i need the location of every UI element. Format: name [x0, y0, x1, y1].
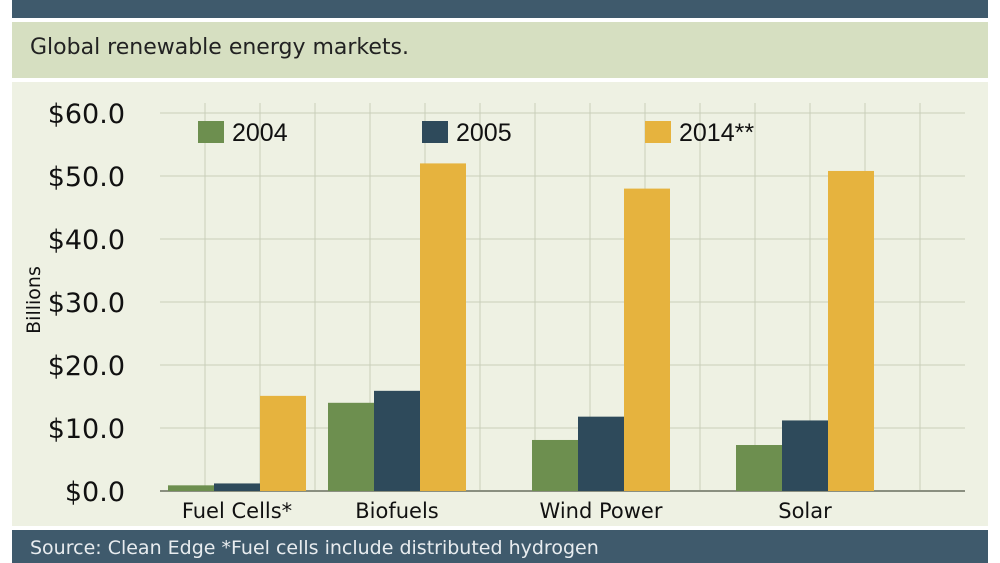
x-tick-label: Biofuels: [355, 499, 439, 523]
legend-swatch: [198, 121, 224, 143]
bar: [420, 163, 466, 491]
y-tick-label: $20.0: [48, 351, 125, 382]
x-tick-label: Wind Power: [540, 499, 663, 523]
bar: [578, 416, 624, 491]
y-tick-label: $40.0: [48, 225, 125, 256]
y-tick-label: $50.0: [48, 162, 125, 193]
y-tick-label: $0.0: [65, 477, 125, 508]
bar: [828, 170, 874, 491]
bar: [168, 485, 214, 491]
x-tick-label: Solar: [778, 499, 832, 523]
bar: [214, 483, 260, 491]
bar: [782, 420, 828, 491]
footer-band: [12, 530, 988, 563]
legend-swatch: [422, 121, 448, 143]
subtitle-band: [12, 22, 988, 78]
top-band: [12, 0, 988, 18]
bar: [328, 402, 374, 491]
bar: [532, 439, 578, 491]
y-axis-label: Billions: [23, 266, 45, 334]
source-note: Source: Clean Edge *Fuel cells include d…: [30, 537, 599, 559]
y-tick-label: $10.0: [48, 414, 125, 445]
chart-subtitle: Global renewable energy markets.: [30, 35, 410, 60]
legend-label: 2014**: [679, 119, 754, 147]
legend-label: 2005: [456, 119, 512, 147]
bar: [260, 395, 306, 491]
bar: [736, 445, 782, 491]
x-tick-label: Fuel Cells*: [182, 499, 292, 523]
bar: [374, 390, 420, 491]
y-tick-label: $30.0: [48, 288, 125, 319]
y-tick-label: $60.0: [48, 99, 125, 130]
legend-label: 2004: [232, 119, 288, 147]
bar: [624, 188, 670, 491]
legend-swatch: [645, 121, 671, 143]
